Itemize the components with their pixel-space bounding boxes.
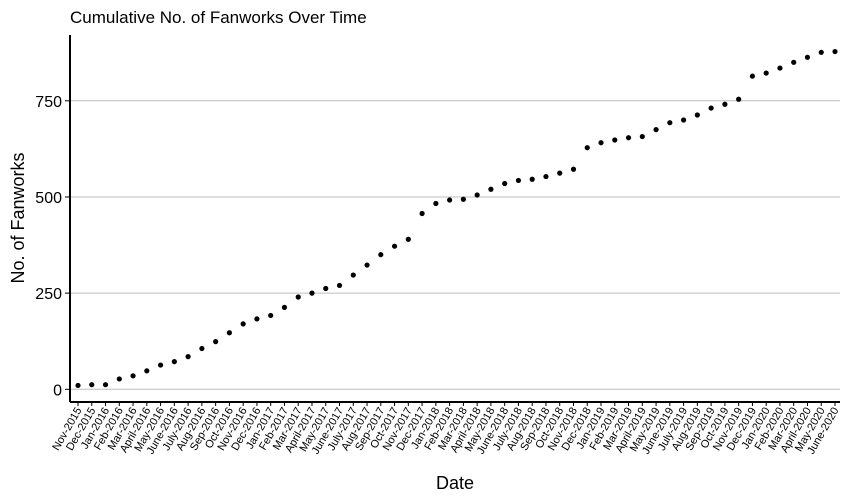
point xyxy=(736,96,742,102)
point xyxy=(460,196,466,202)
point xyxy=(570,166,577,172)
point xyxy=(749,73,756,79)
point xyxy=(763,70,769,76)
point xyxy=(625,135,632,141)
y-tick-label: 750 xyxy=(35,94,62,111)
point xyxy=(116,376,122,382)
point xyxy=(350,272,356,278)
point xyxy=(391,243,398,249)
point xyxy=(130,373,136,379)
point xyxy=(89,382,95,388)
point xyxy=(199,345,205,352)
point xyxy=(639,133,645,140)
point xyxy=(171,359,177,365)
point xyxy=(681,117,687,123)
point xyxy=(309,290,315,296)
point xyxy=(102,382,109,388)
point xyxy=(777,65,783,71)
point xyxy=(474,192,480,198)
point xyxy=(653,127,659,133)
point xyxy=(281,304,288,310)
point xyxy=(144,368,150,374)
point xyxy=(323,285,329,292)
y-axis-title: No. of Fanworks xyxy=(8,152,28,283)
point xyxy=(268,312,274,319)
point xyxy=(433,200,439,207)
point xyxy=(419,210,425,217)
point xyxy=(515,177,522,184)
chart-title: Cumulative No. of Fanworks Over Time xyxy=(70,8,367,27)
point xyxy=(694,112,700,118)
point xyxy=(722,101,728,107)
y-tick-label: 0 xyxy=(53,382,62,399)
point xyxy=(804,54,811,60)
point xyxy=(598,140,604,146)
point xyxy=(791,59,797,65)
point xyxy=(529,176,535,182)
point xyxy=(336,282,343,289)
point xyxy=(557,170,563,176)
point xyxy=(584,145,590,151)
point xyxy=(502,180,508,187)
point xyxy=(185,354,191,360)
point xyxy=(447,197,453,203)
point xyxy=(254,316,260,322)
point xyxy=(488,186,494,192)
point xyxy=(612,137,618,143)
point xyxy=(364,262,370,268)
point xyxy=(832,48,838,55)
point xyxy=(157,362,164,368)
y-tick-label: 250 xyxy=(35,286,62,303)
point xyxy=(226,330,232,336)
point xyxy=(378,252,384,258)
point xyxy=(213,339,219,345)
y-tick-label: 500 xyxy=(35,190,62,207)
point xyxy=(240,321,246,327)
point xyxy=(667,120,673,126)
point xyxy=(543,173,549,180)
point xyxy=(708,105,714,111)
point xyxy=(405,236,411,242)
point xyxy=(818,49,824,55)
point xyxy=(75,382,81,389)
x-axis-title: Date xyxy=(436,473,474,493)
point xyxy=(295,294,301,300)
